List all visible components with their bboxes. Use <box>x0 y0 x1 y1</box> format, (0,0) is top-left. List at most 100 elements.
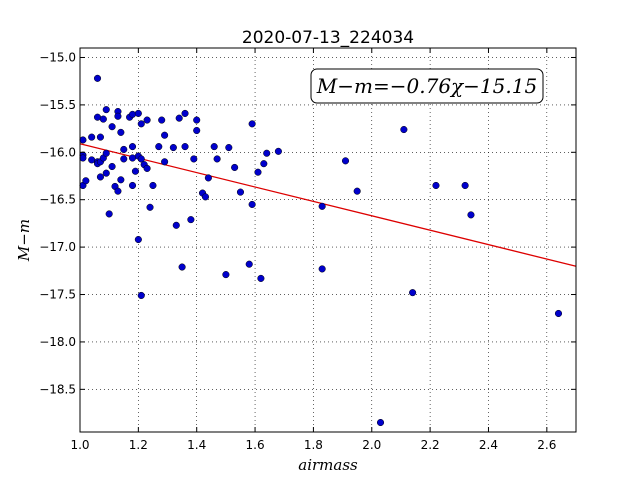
grid-lines <box>79 48 576 432</box>
x-tick-label: 2.4 <box>479 438 498 452</box>
data-point <box>248 120 256 128</box>
data-point <box>181 109 189 117</box>
data-point <box>172 221 180 229</box>
data-point <box>231 163 239 172</box>
data-point <box>143 116 151 124</box>
data-point <box>178 263 186 271</box>
data-point <box>236 188 245 196</box>
data-point <box>190 155 198 163</box>
x-tick-label: 1.2 <box>129 438 148 452</box>
data-point <box>213 155 221 163</box>
y-tick-label: −15.5 <box>39 98 76 112</box>
data-point <box>161 158 169 166</box>
annotation-text: M−m=−0.76χ−15.15 <box>316 74 537 98</box>
data-point <box>146 203 154 211</box>
data-point <box>108 162 116 171</box>
data-point <box>137 291 145 300</box>
data-point <box>204 174 212 182</box>
data-point <box>181 143 189 151</box>
data-point <box>79 136 87 144</box>
data-point <box>254 168 262 176</box>
data-point <box>554 309 563 318</box>
data-point <box>120 145 128 154</box>
y-tick-label: −18.0 <box>39 335 76 349</box>
x-tick-label: 1.8 <box>304 438 323 452</box>
data-point <box>117 128 125 136</box>
x-tick-label: 1.6 <box>246 438 265 452</box>
data-point <box>137 155 145 163</box>
data-point <box>82 177 90 185</box>
data-point <box>128 181 137 190</box>
data-point <box>461 181 469 190</box>
data-point <box>128 110 137 118</box>
data-point <box>263 149 271 157</box>
chart-title: 2020-07-13_224034 <box>242 28 414 48</box>
data-point <box>400 125 408 134</box>
data-point <box>102 169 110 177</box>
data-point <box>318 265 326 273</box>
x-tick-label: 2.0 <box>362 438 381 452</box>
data-points <box>79 74 563 427</box>
data-point <box>149 181 157 190</box>
data-point <box>117 176 125 184</box>
data-point <box>155 143 163 151</box>
data-point <box>79 154 87 162</box>
data-point <box>96 133 104 141</box>
data-point <box>257 274 265 282</box>
axis-ticks <box>79 48 576 432</box>
data-point <box>128 143 137 151</box>
y-tick-labels: −15.0 −15.5 −16.0 −16.5 −17.0 −17.5 −18.0 −18.5 <box>39 50 76 396</box>
y-tick-label: −16.0 <box>39 145 76 159</box>
data-point <box>193 116 201 124</box>
data-point <box>210 143 218 151</box>
data-point <box>175 114 183 122</box>
y-tick-label: −18.5 <box>39 382 76 396</box>
data-point <box>96 173 104 181</box>
data-point <box>137 120 145 128</box>
data-point <box>274 147 282 155</box>
x-axis-label: airmass <box>298 456 358 474</box>
data-point <box>318 202 326 210</box>
data-point <box>187 216 195 224</box>
data-point <box>161 131 169 139</box>
data-point <box>99 115 107 123</box>
data-point <box>134 235 142 244</box>
data-point <box>102 149 110 157</box>
x-tick-label: 2.6 <box>537 438 556 452</box>
data-point <box>201 193 210 201</box>
y-tick-label: −17.0 <box>39 240 76 254</box>
data-point <box>222 271 230 279</box>
data-point <box>131 167 139 175</box>
data-point <box>88 133 96 141</box>
data-point <box>409 289 417 297</box>
data-point <box>102 106 110 114</box>
y-tick-label: −15.0 <box>39 50 76 64</box>
data-point <box>260 160 268 168</box>
data-point <box>105 210 113 218</box>
x-tick-label: 1.4 <box>187 438 206 452</box>
data-point <box>353 187 361 195</box>
data-point <box>245 260 253 268</box>
data-point <box>341 157 350 165</box>
data-point <box>93 74 102 82</box>
fit-annotation: M−m=−0.76χ−15.15 <box>310 68 544 104</box>
data-point <box>114 187 122 195</box>
y-axis-label: M−m <box>15 219 33 262</box>
data-point <box>248 200 256 208</box>
data-point <box>193 126 201 135</box>
x-tick-labels: 1.0 1.2 1.4 1.6 1.8 2.0 2.2 2.4 2.6 <box>70 438 556 452</box>
data-point <box>225 144 233 152</box>
data-point <box>169 144 177 152</box>
x-tick-label: 2.2 <box>421 438 440 452</box>
data-point <box>120 155 128 163</box>
plot-frame <box>79 47 577 433</box>
x-tick-label: 1.0 <box>70 438 89 452</box>
data-point <box>114 112 122 120</box>
data-point <box>467 211 475 219</box>
y-tick-label: −16.5 <box>39 193 76 207</box>
data-point <box>108 123 116 131</box>
data-point <box>432 181 440 190</box>
data-point <box>376 418 385 427</box>
data-point <box>134 109 142 117</box>
